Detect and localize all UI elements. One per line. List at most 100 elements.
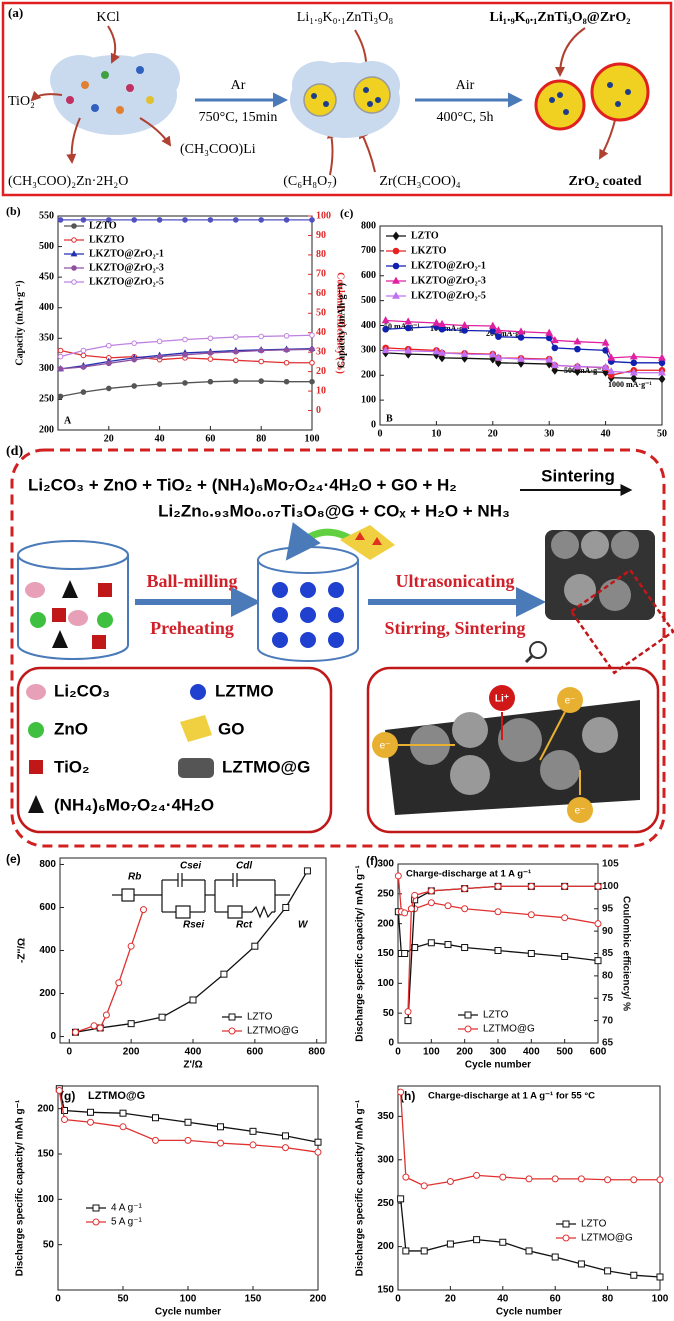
data-point — [607, 353, 616, 361]
data-point — [461, 327, 468, 334]
label: ZrO₂ coated — [568, 174, 641, 189]
data-point — [249, 1127, 257, 1135]
legend-label: LKZTO@ZrO₂-1 — [411, 260, 486, 271]
data-point — [207, 378, 214, 385]
y-tick-label: 250 — [39, 394, 54, 405]
x-tick-label: 0 — [55, 1294, 61, 1305]
x-tick-label: 50 — [657, 428, 667, 439]
label: 750°C, 15min — [199, 110, 278, 125]
data-point — [495, 333, 502, 340]
panel-d: (d) Li₂CO₃ + ZnO + TiO₂ + (NH₄)₆Mo₇O₂₄·4… — [6, 444, 674, 848]
x-axis-label: Cycle number — [496, 1307, 562, 1318]
data-point — [561, 914, 569, 922]
data-point — [494, 353, 503, 361]
data-point — [392, 291, 400, 299]
data-point — [404, 1008, 412, 1016]
data-point — [258, 217, 265, 223]
data-point — [601, 338, 610, 346]
x-tick-label: 60 — [550, 1294, 562, 1305]
data-point — [601, 362, 610, 371]
label: Zr(CH₃COO)₄ — [379, 174, 460, 189]
y2-tick-label: 70 — [602, 1015, 614, 1026]
data-point — [407, 905, 415, 913]
data-point — [420, 1247, 428, 1255]
data-point — [494, 908, 502, 916]
data-point — [106, 360, 112, 367]
data-point — [604, 1267, 612, 1275]
chart-title: LZTMO@G — [88, 1090, 145, 1102]
legend-label: LKZTO@ZrO₂-1 — [89, 248, 164, 259]
legend-label: LZTO — [247, 1012, 273, 1023]
legend-label: LKZTO@ZrO₂-5 — [89, 276, 164, 287]
y2-tick-label: 85 — [602, 948, 614, 959]
annotation: 50 mA·g⁻¹ — [384, 322, 420, 331]
chart: 0 200 400 600 800 0 200 400 600 800 (e) Z'/Ω -Z''/Ω R… — [6, 852, 327, 1071]
panel-label: (e) — [6, 852, 21, 866]
step-label: Preheating — [150, 618, 234, 638]
y2-axis-label: Coulombic efficiency/ % — [620, 896, 631, 1011]
data-point — [71, 279, 77, 285]
data-point — [594, 957, 602, 965]
data-point — [228, 1027, 236, 1035]
y-tick-label: 300 — [39, 363, 54, 374]
y2-tick-label: 70 — [316, 269, 326, 280]
data-point — [494, 882, 502, 890]
data-point — [233, 348, 239, 355]
x-tick-label: 400 — [523, 1047, 540, 1058]
y-tick-label: 150 — [377, 1285, 394, 1296]
data-point — [392, 247, 400, 255]
data-point — [630, 359, 638, 367]
data-point — [314, 1148, 322, 1156]
annotation: Cdl — [236, 861, 252, 872]
data-point — [106, 217, 112, 223]
step-label: Stirring, Sintering — [384, 618, 525, 638]
x-tick-label: 50 — [117, 1294, 129, 1305]
data-point — [438, 353, 446, 363]
detail-illustration — [372, 685, 640, 823]
data-point — [432, 318, 441, 326]
data-point — [282, 1132, 289, 1140]
data-point — [207, 350, 214, 356]
data-point — [401, 950, 409, 957]
data-point — [282, 1144, 289, 1152]
x-tick-label: 0 — [378, 428, 383, 439]
panel-label: (f) — [366, 854, 378, 868]
x-tick-label: 200 — [123, 1047, 140, 1058]
data-point — [96, 1024, 104, 1032]
data-point — [80, 389, 87, 395]
legend-label: LZTO — [483, 1010, 509, 1021]
data-point — [258, 333, 265, 340]
label: Ar — [231, 78, 246, 93]
data-point — [629, 352, 638, 360]
y-tick-label: 250 — [377, 888, 394, 899]
data-point — [525, 1175, 533, 1183]
data-point — [658, 368, 666, 376]
y2-tick-label: 0 — [316, 405, 321, 416]
label: KCl — [96, 10, 119, 25]
electron-label: e⁻ — [380, 741, 391, 752]
annotation: 100 mA·g⁻¹ — [430, 324, 470, 333]
x-tick-label: 100 — [652, 1294, 669, 1305]
data-point — [394, 872, 402, 880]
data-point — [545, 328, 554, 336]
data-point — [446, 1240, 454, 1248]
y-axis-label: -Z''/Ω — [17, 938, 28, 963]
annotation: 200 mA·g⁻¹ — [486, 329, 526, 338]
data-point — [182, 380, 188, 386]
annotation: 500 mA·g⁻¹ — [564, 366, 604, 375]
data-point — [158, 1013, 166, 1021]
x-tick-label: 600 — [247, 1047, 264, 1058]
annotation: B — [386, 413, 393, 424]
electron-label: e⁻ — [565, 696, 576, 707]
legend-box — [16, 666, 333, 834]
data-point — [314, 1138, 322, 1146]
panel-label: (d) — [6, 444, 23, 459]
x-axis-label: Cycle number — [155, 1307, 221, 1318]
data-point — [517, 354, 525, 362]
data-point — [561, 952, 569, 960]
data-point — [495, 358, 502, 368]
data-point — [258, 378, 265, 384]
data-point — [156, 353, 163, 360]
data-point — [573, 362, 582, 370]
